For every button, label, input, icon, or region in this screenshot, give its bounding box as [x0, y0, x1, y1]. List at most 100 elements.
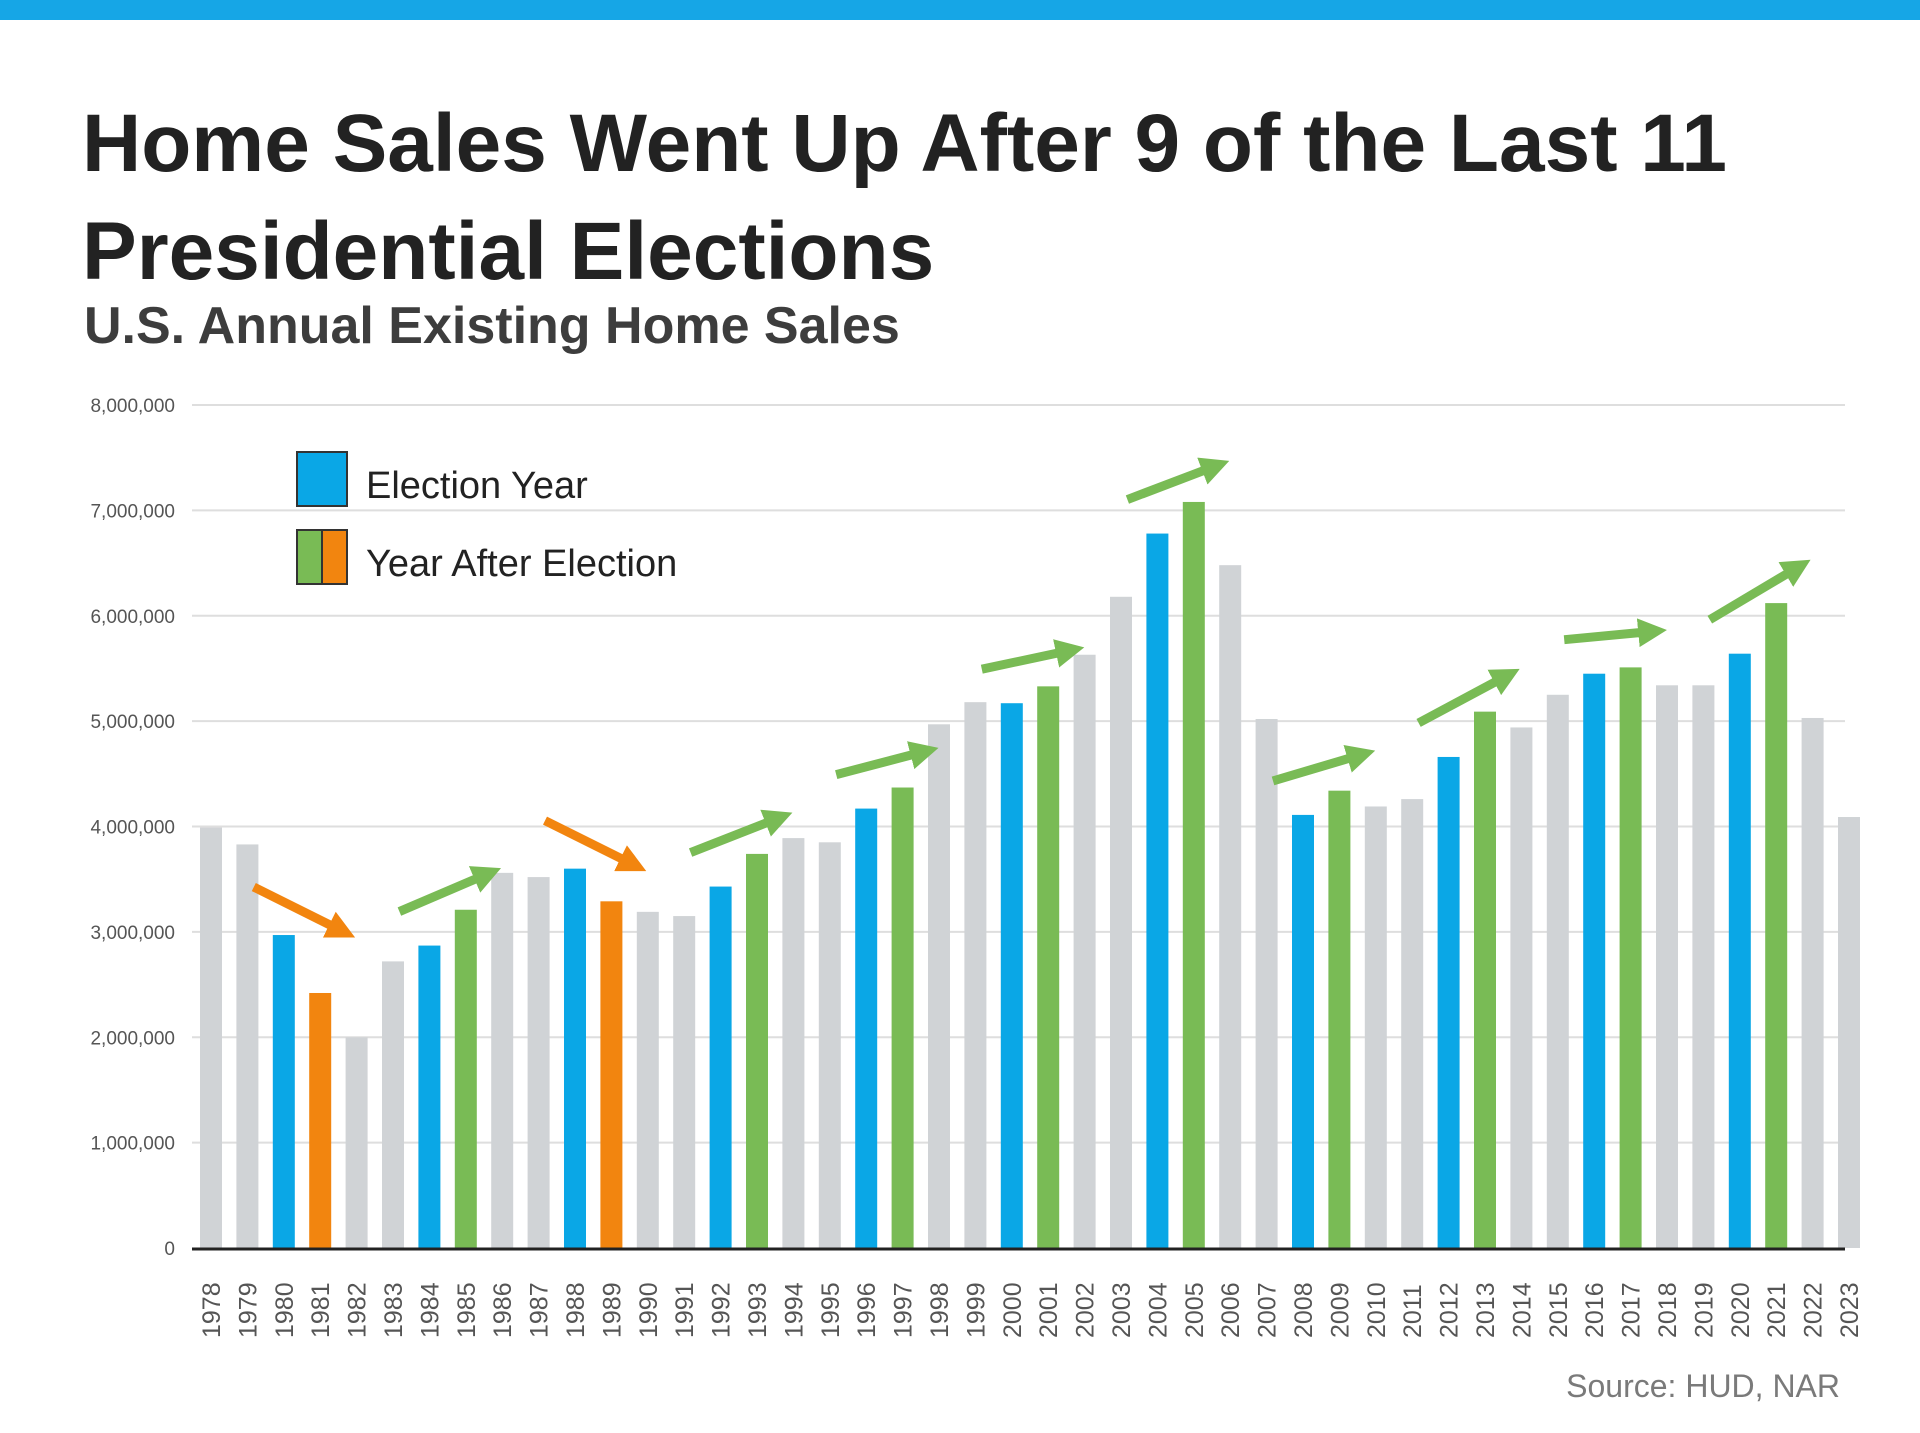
top-accent-bar: [0, 0, 1920, 20]
x-tick-label: 2018: [1654, 1282, 1682, 1338]
x-tick-label: 1982: [344, 1282, 372, 1338]
x-tick-label: 2009: [1326, 1282, 1354, 1338]
x-tick-label: 2023: [1836, 1282, 1864, 1338]
x-tick-label: 2002: [1072, 1282, 1100, 1338]
x-tick-label: 1996: [853, 1282, 881, 1338]
x-tick-label: 2003: [1108, 1282, 1136, 1338]
bar-2003: [1110, 596, 1132, 1248]
bars: [200, 501, 1860, 1248]
x-tick-label: 2008: [1290, 1282, 1318, 1338]
x-tick-label: 1993: [744, 1282, 772, 1338]
bar-2012: [1437, 756, 1460, 1248]
x-tick-label: 2013: [1472, 1282, 1500, 1338]
x-tick-label: 1989: [598, 1282, 626, 1338]
y-axis-labels: 0 1,000,000 2,000,000 3,000,000 4,000,000 5,0…: [90, 396, 175, 1260]
trend-arrow-2016: [1563, 618, 1667, 648]
bar-1995: [818, 842, 841, 1248]
bar-1989: [600, 901, 623, 1248]
bar-1983: [382, 961, 404, 1248]
y-tick-label: 4,000,000: [90, 818, 175, 839]
bar-2017: [1619, 667, 1642, 1248]
x-tick-label: 2012: [1436, 1282, 1464, 1338]
bar-1987: [527, 877, 550, 1248]
bar-2019: [1692, 685, 1715, 1248]
bar-2011: [1401, 799, 1424, 1248]
bar-1990: [636, 911, 659, 1248]
source-note: Source: HUD, NAR: [1566, 1368, 1840, 1404]
chart-subtitle: U.S. Annual Existing Home Sales: [84, 297, 900, 355]
y-tick-label: 7,000,000: [90, 501, 175, 522]
bar-1986: [491, 872, 514, 1248]
x-tick-label: 1992: [708, 1282, 736, 1338]
bar-2015: [1546, 694, 1569, 1248]
trend-arrows: [251, 457, 1811, 938]
trend-arrow-1984: [397, 866, 502, 916]
trend-arrow-1980: [251, 883, 356, 938]
x-tick-label: 1988: [562, 1282, 590, 1338]
bar-2004: [1146, 533, 1169, 1248]
x-tick-label: 1995: [817, 1282, 845, 1338]
x-tick-label: 1984: [416, 1282, 444, 1338]
legend: Election Year Year After Election: [296, 451, 677, 585]
x-tick-label: 2011: [1399, 1284, 1427, 1338]
legend-swatch-after-up: [297, 530, 322, 584]
trend-arrow-2012: [1416, 668, 1520, 727]
bar-1997: [891, 787, 914, 1248]
trend-arrow-1992: [688, 809, 793, 857]
bar-1988: [564, 868, 586, 1248]
x-tick-label: 2001: [1035, 1282, 1063, 1338]
x-tick-label: 1978: [198, 1282, 226, 1338]
x-tick-label: 1979: [234, 1282, 262, 1338]
x-tick-label: 2022: [1800, 1282, 1828, 1338]
bar-1980: [272, 935, 295, 1248]
bar-2005: [1182, 501, 1205, 1248]
x-tick-label: 2016: [1581, 1282, 1609, 1338]
x-axis-labels: 1978 1979 1980 1981 1982 1983 1984 1985 1986 1987…: [198, 1282, 1864, 1338]
x-tick-label: 2021: [1763, 1282, 1791, 1338]
trend-arrow-2008: [1271, 744, 1376, 786]
x-tick-label: 2015: [1545, 1282, 1573, 1338]
y-tick-label: 5,000,000: [90, 712, 175, 733]
bar-2006: [1219, 565, 1242, 1248]
bar-1979: [236, 844, 259, 1248]
legend-swatch-after-down: [322, 530, 347, 584]
x-tick-label: 1997: [890, 1282, 918, 1338]
x-tick-label: 2019: [1690, 1282, 1718, 1338]
chart-title: Home Sales Went Up After 9 of the Last 1…: [82, 98, 1727, 297]
x-tick-label: 2020: [1727, 1282, 1755, 1338]
bar-2021: [1765, 603, 1788, 1248]
bar-2013: [1474, 711, 1496, 1248]
bar-1993: [746, 853, 768, 1248]
bar-1994: [782, 838, 805, 1248]
y-tick-label: 8,000,000: [90, 396, 175, 417]
legend-swatch-election: [296, 451, 348, 507]
bar-1996: [855, 808, 878, 1248]
bar-1992: [709, 886, 732, 1248]
x-tick-label: 1991: [671, 1282, 699, 1338]
y-tick-label: 3,000,000: [90, 923, 175, 944]
x-tick-label: 1985: [453, 1282, 481, 1338]
bar-2020: [1728, 653, 1751, 1248]
x-tick-label: 2010: [1363, 1282, 1391, 1338]
bar-2008: [1292, 814, 1314, 1248]
bar-2010: [1364, 806, 1387, 1248]
bar-1978: [200, 827, 222, 1248]
bar-1985: [454, 909, 477, 1248]
bar-1984: [418, 945, 441, 1248]
bar-2000: [1000, 703, 1023, 1248]
x-tick-label: 1994: [780, 1282, 808, 1338]
bar-1991: [673, 916, 696, 1248]
bar-2014: [1510, 727, 1533, 1248]
bar-2001: [1037, 686, 1060, 1248]
bar-1998: [928, 724, 950, 1248]
x-tick-label: 2017: [1618, 1282, 1646, 1338]
bar-1982: [345, 1037, 368, 1248]
x-tick-label: 1987: [526, 1282, 554, 1338]
trend-arrow-1988: [542, 816, 647, 872]
x-tick-label: 2000: [999, 1282, 1027, 1338]
bar-2002: [1073, 654, 1096, 1248]
y-tick-label: 0: [164, 1239, 175, 1260]
x-tick-label: 1986: [489, 1282, 517, 1338]
x-tick-label: 1998: [926, 1282, 954, 1338]
x-tick-label: 1980: [271, 1282, 299, 1338]
